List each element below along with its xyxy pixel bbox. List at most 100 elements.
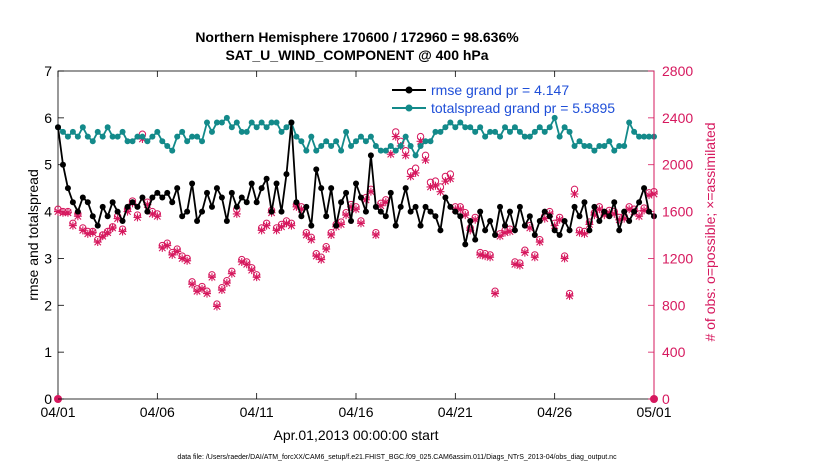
totalspread-point xyxy=(169,147,176,154)
obs-possible-point xyxy=(69,219,77,227)
obs-possible-point xyxy=(118,225,127,233)
rmse-point xyxy=(243,199,250,206)
rmse-point xyxy=(526,213,533,220)
obs-possible-point xyxy=(213,300,221,308)
rmse-point xyxy=(94,222,101,229)
obs-assimilated-point xyxy=(491,289,500,298)
rmse-point xyxy=(492,232,499,238)
rmse-point xyxy=(338,199,345,206)
chart-title-line1: Northern Hemisphere 170600 / 172960 = 98… xyxy=(195,29,519,45)
rmse-point xyxy=(417,222,424,229)
rmse-point xyxy=(89,213,96,220)
rmse-point xyxy=(357,194,364,201)
obs-possible-point xyxy=(531,251,539,259)
rmse-point xyxy=(144,208,151,215)
obs-possible-point xyxy=(198,282,206,291)
obs-possible-point xyxy=(575,226,584,235)
totalspread-point xyxy=(283,124,290,131)
obs-assimilated-point xyxy=(188,280,197,289)
rmse-point xyxy=(397,203,404,210)
x-tick-label: 04/06 xyxy=(140,404,175,420)
totalspread-point xyxy=(452,124,459,131)
obs-assimilated-point xyxy=(73,212,82,221)
obs-possible-point xyxy=(401,146,410,155)
rmse-point xyxy=(462,241,469,248)
obs-assimilated-point xyxy=(282,219,291,228)
totalspread-point xyxy=(124,138,131,145)
rmse-point xyxy=(586,227,593,234)
obs-assimilated-point xyxy=(560,254,569,263)
totalspread-point xyxy=(377,147,384,154)
totalspread-point xyxy=(591,147,598,154)
y-axis-left: 0 1 2 3 4 5 6 7 xyxy=(44,63,64,407)
y-axis-left-label: rmse and totalspread xyxy=(25,169,41,301)
data-file-footnote: data file: /Users/raeder/DAI/ATM_forcXX/… xyxy=(177,454,617,461)
totalspread-point xyxy=(402,133,409,140)
rmse-point xyxy=(323,213,330,220)
obs-assimilated-point xyxy=(391,132,400,141)
rmse-point xyxy=(109,199,116,206)
obs-possible-point xyxy=(173,245,181,253)
obs-possible-point xyxy=(357,217,365,225)
totalspread-point xyxy=(253,124,260,131)
totalspread-point xyxy=(621,142,628,149)
obs-assimilated-point xyxy=(535,238,544,247)
obs-assimilated-point xyxy=(436,187,445,196)
obs-assimilated-point xyxy=(337,220,346,229)
obs-assimilated-point xyxy=(307,235,316,244)
totalspread-point xyxy=(104,124,111,131)
obs-assimilated-point xyxy=(645,191,654,200)
rmse-point xyxy=(194,217,201,224)
obs-assimilated-point xyxy=(93,238,102,247)
totalspread-point xyxy=(427,138,434,145)
y-right-tick-label: 400 xyxy=(662,344,686,360)
totalspread-point xyxy=(114,133,121,140)
totalspread-point xyxy=(576,138,583,145)
totalspread-point xyxy=(129,138,136,145)
rmse-point xyxy=(487,217,494,224)
obs-assimilated-point xyxy=(640,206,649,215)
obs-possible-point xyxy=(426,178,435,186)
rmse-point xyxy=(636,199,643,206)
series-rmse xyxy=(55,119,657,248)
rmse-point xyxy=(298,213,305,220)
totalspread-point xyxy=(596,142,603,149)
totalspread-point xyxy=(218,119,225,126)
obs-possible-point xyxy=(406,168,415,176)
y-left-tick-label: 3 xyxy=(44,250,52,266)
totalspread-point xyxy=(308,133,315,140)
rmse-point xyxy=(377,208,384,215)
rmse-point xyxy=(343,189,350,196)
totalspread-point xyxy=(581,142,588,149)
rmse-point xyxy=(581,199,588,206)
y-left-tick-label: 1 xyxy=(44,344,52,360)
obs-possible-point xyxy=(153,210,162,218)
totalspread-point xyxy=(189,133,196,140)
obs-possible-point xyxy=(640,204,648,212)
rmse-point xyxy=(646,208,653,215)
rmse-point xyxy=(382,213,389,220)
obs-assimilated-point xyxy=(143,200,152,209)
y-right-tick-label: 0 xyxy=(662,391,670,407)
rmse-point xyxy=(248,180,255,187)
obs-assimilated-point xyxy=(158,243,167,252)
y-axis-right: 0 400 800 1200 1600 2000 2400 2800 xyxy=(648,63,693,407)
rmse-point xyxy=(606,213,613,220)
rmse-point xyxy=(536,217,543,224)
obs-assimilated-point xyxy=(550,221,559,230)
totalspread-point xyxy=(546,124,553,131)
y-right-tick-label: 1200 xyxy=(662,250,693,266)
totalspread-point xyxy=(84,133,91,140)
totalspread-point xyxy=(641,133,648,140)
obs-assimilated-point xyxy=(322,245,331,254)
totalspread-point xyxy=(154,128,161,135)
obs-assimilated-point xyxy=(620,214,629,223)
totalspread-point xyxy=(64,133,71,140)
obs-assimilated-point xyxy=(257,226,266,235)
obs-assimilated-point xyxy=(83,229,92,238)
rmse-point xyxy=(204,189,210,196)
totalspread-point xyxy=(367,133,374,140)
obs-possible-point xyxy=(243,258,251,266)
totalspread-point xyxy=(194,133,201,140)
